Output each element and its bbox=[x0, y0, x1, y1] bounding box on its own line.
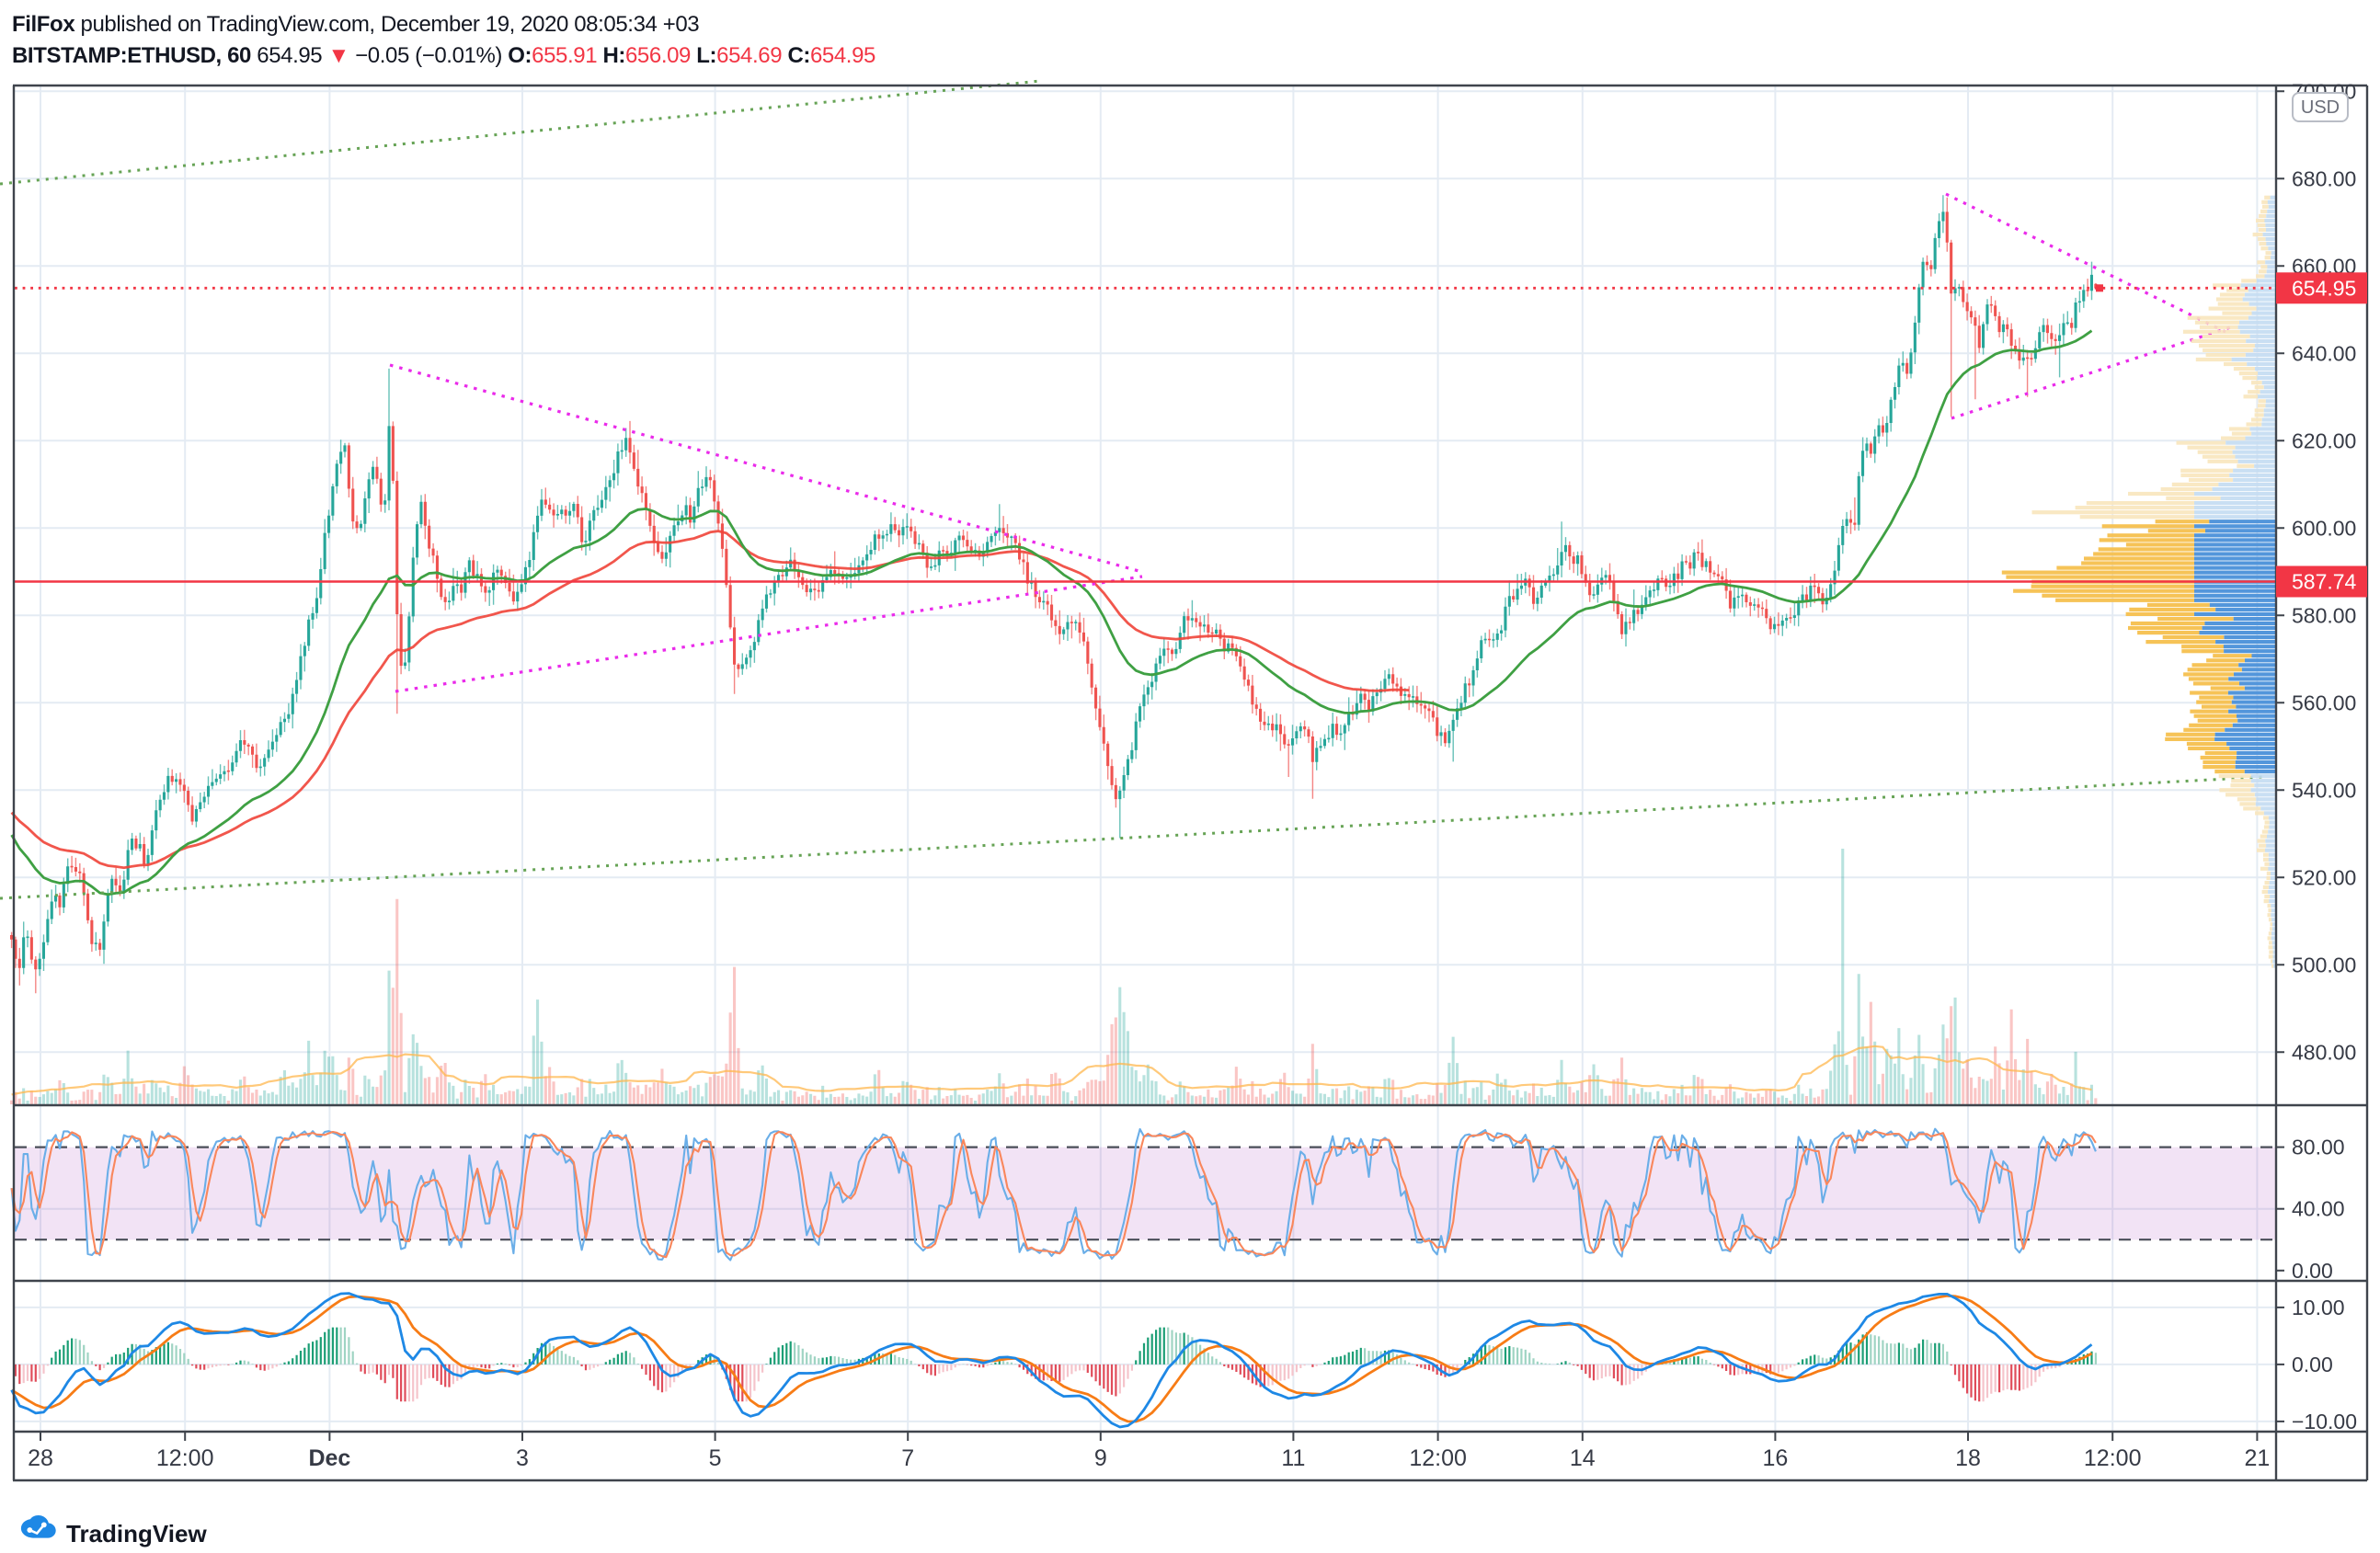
svg-text:560.00: 560.00 bbox=[2292, 691, 2356, 714]
svg-text:−10.00: −10.00 bbox=[2292, 1410, 2357, 1433]
svg-text:9: 9 bbox=[1094, 1445, 1107, 1471]
svg-text:654.95: 654.95 bbox=[2292, 276, 2356, 300]
svg-text:587.74: 587.74 bbox=[2292, 570, 2357, 594]
svg-text:12:00: 12:00 bbox=[156, 1445, 214, 1471]
svg-text:40.00: 40.00 bbox=[2292, 1197, 2345, 1221]
svg-text:620.00: 620.00 bbox=[2292, 428, 2356, 452]
svg-text:16: 16 bbox=[1762, 1445, 1788, 1471]
svg-text:5: 5 bbox=[709, 1445, 722, 1471]
svg-text:12:00: 12:00 bbox=[2084, 1445, 2142, 1471]
svg-text:14: 14 bbox=[1570, 1445, 1596, 1471]
svg-text:3: 3 bbox=[516, 1445, 529, 1471]
svg-text:11: 11 bbox=[1281, 1445, 1305, 1471]
svg-text:0.00: 0.00 bbox=[2292, 1259, 2333, 1283]
svg-text:540.00: 540.00 bbox=[2292, 778, 2356, 802]
svg-text:21: 21 bbox=[2244, 1445, 2270, 1471]
svg-text:FilFox published on TradingVie: FilFox published on TradingView.com, Dec… bbox=[12, 12, 699, 37]
svg-text:18: 18 bbox=[1955, 1445, 1981, 1471]
svg-text:480.00: 480.00 bbox=[2292, 1040, 2356, 1064]
svg-text:12:00: 12:00 bbox=[1409, 1445, 1467, 1471]
svg-text:TradingView: TradingView bbox=[66, 1520, 207, 1547]
svg-text:7: 7 bbox=[901, 1445, 914, 1471]
svg-text:Dec: Dec bbox=[308, 1445, 350, 1471]
svg-text:640.00: 640.00 bbox=[2292, 341, 2356, 365]
svg-text:28: 28 bbox=[28, 1445, 53, 1471]
svg-text:USD: USD bbox=[2301, 97, 2340, 118]
svg-text:600.00: 600.00 bbox=[2292, 516, 2356, 540]
svg-text:0.00: 0.00 bbox=[2292, 1353, 2333, 1376]
svg-text:10.00: 10.00 bbox=[2292, 1296, 2345, 1319]
svg-text:BITSTAMP:ETHUSD, 60 654.95 ▼: BITSTAMP:ETHUSD, 60 654.95 ▼ −0.05 (−0.0… bbox=[12, 43, 875, 68]
svg-text:520.00: 520.00 bbox=[2292, 865, 2356, 889]
svg-text:500.00: 500.00 bbox=[2292, 953, 2356, 976]
svg-text:580.00: 580.00 bbox=[2292, 603, 2356, 627]
svg-text:80.00: 80.00 bbox=[2292, 1136, 2345, 1159]
svg-text:680.00: 680.00 bbox=[2292, 166, 2356, 190]
